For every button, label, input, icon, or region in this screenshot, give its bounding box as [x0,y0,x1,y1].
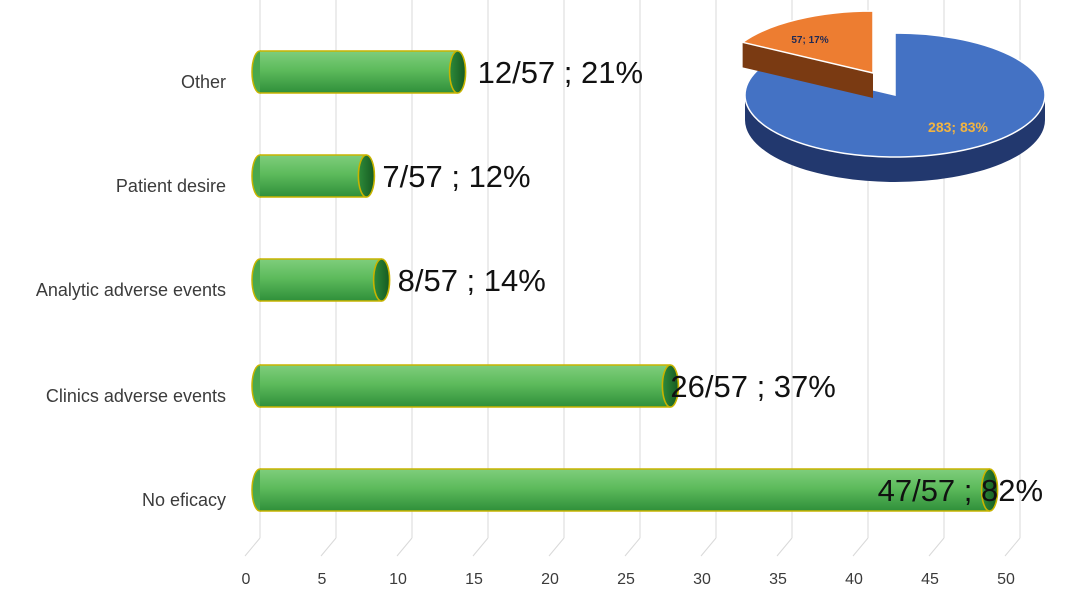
x-tick-label: 35 [769,571,787,588]
gridline-floor [1004,537,1021,557]
x-tick-label: 30 [693,571,711,588]
category-label: Other [181,72,226,92]
gridline-floor [396,537,413,557]
category-label: Analytic adverse events [36,280,226,300]
bar [251,364,680,408]
bar [251,154,376,198]
gridline-floor [928,537,945,557]
gridline-floor [624,537,641,557]
x-tick-label: 50 [997,571,1015,588]
bar-cap [661,364,680,408]
bar-cap [448,50,467,94]
bar-cap [357,154,376,198]
x-tick-labels: 0 5 10 15 20 25 30 35 40 45 50 [242,571,1015,588]
x-tick-label: 15 [465,571,483,588]
bar-cap [372,258,391,302]
x-tick-label: 25 [617,571,635,588]
pie-slice [740,10,874,98]
inset-pie: 283; 83% 57; 17% [740,10,1046,182]
x-tick-label: 20 [541,571,559,588]
gridline-floor [244,537,261,557]
data-label: 26/57 ; 37% [670,369,835,404]
data-label: 7/57 ; 12% [382,159,530,194]
gridline-floor [320,537,337,557]
category-label: No eficacy [142,490,226,510]
x-tick-label: 5 [318,571,327,588]
category-label: Clinics adverse events [46,386,226,406]
pie-slice [744,32,1046,182]
bar [251,258,391,302]
bar [251,50,467,94]
x-tick-label: 45 [921,571,939,588]
gridline-floor [472,537,489,557]
gridline-floor [548,537,565,557]
data-label: 47/57 ; 82% [878,473,1043,508]
bar-cap [980,468,999,512]
gridline-floor [852,537,869,557]
data-label: 8/57 ; 14% [398,263,546,298]
data-label: 12/57 ; 21% [478,55,643,90]
category-label: Patient desire [116,176,226,196]
bar [251,468,999,512]
gridline-floor [776,537,793,557]
gridline-floor [700,537,717,557]
x-tick-label: 10 [389,571,407,588]
pie-data-label: 57; 17% [791,35,828,46]
x-tick-label: 0 [242,571,251,588]
x-tick-label: 40 [845,571,863,588]
bars [251,50,999,512]
pie-data-label: 283; 83% [928,119,988,135]
data-labels: 47/57 ; 82% 26/57 ; 37% 8/57 ; 14% 7/57 ; 1… [382,55,1043,508]
category-labels: No eficacy Clinics adverse events Analytic… [36,72,226,510]
